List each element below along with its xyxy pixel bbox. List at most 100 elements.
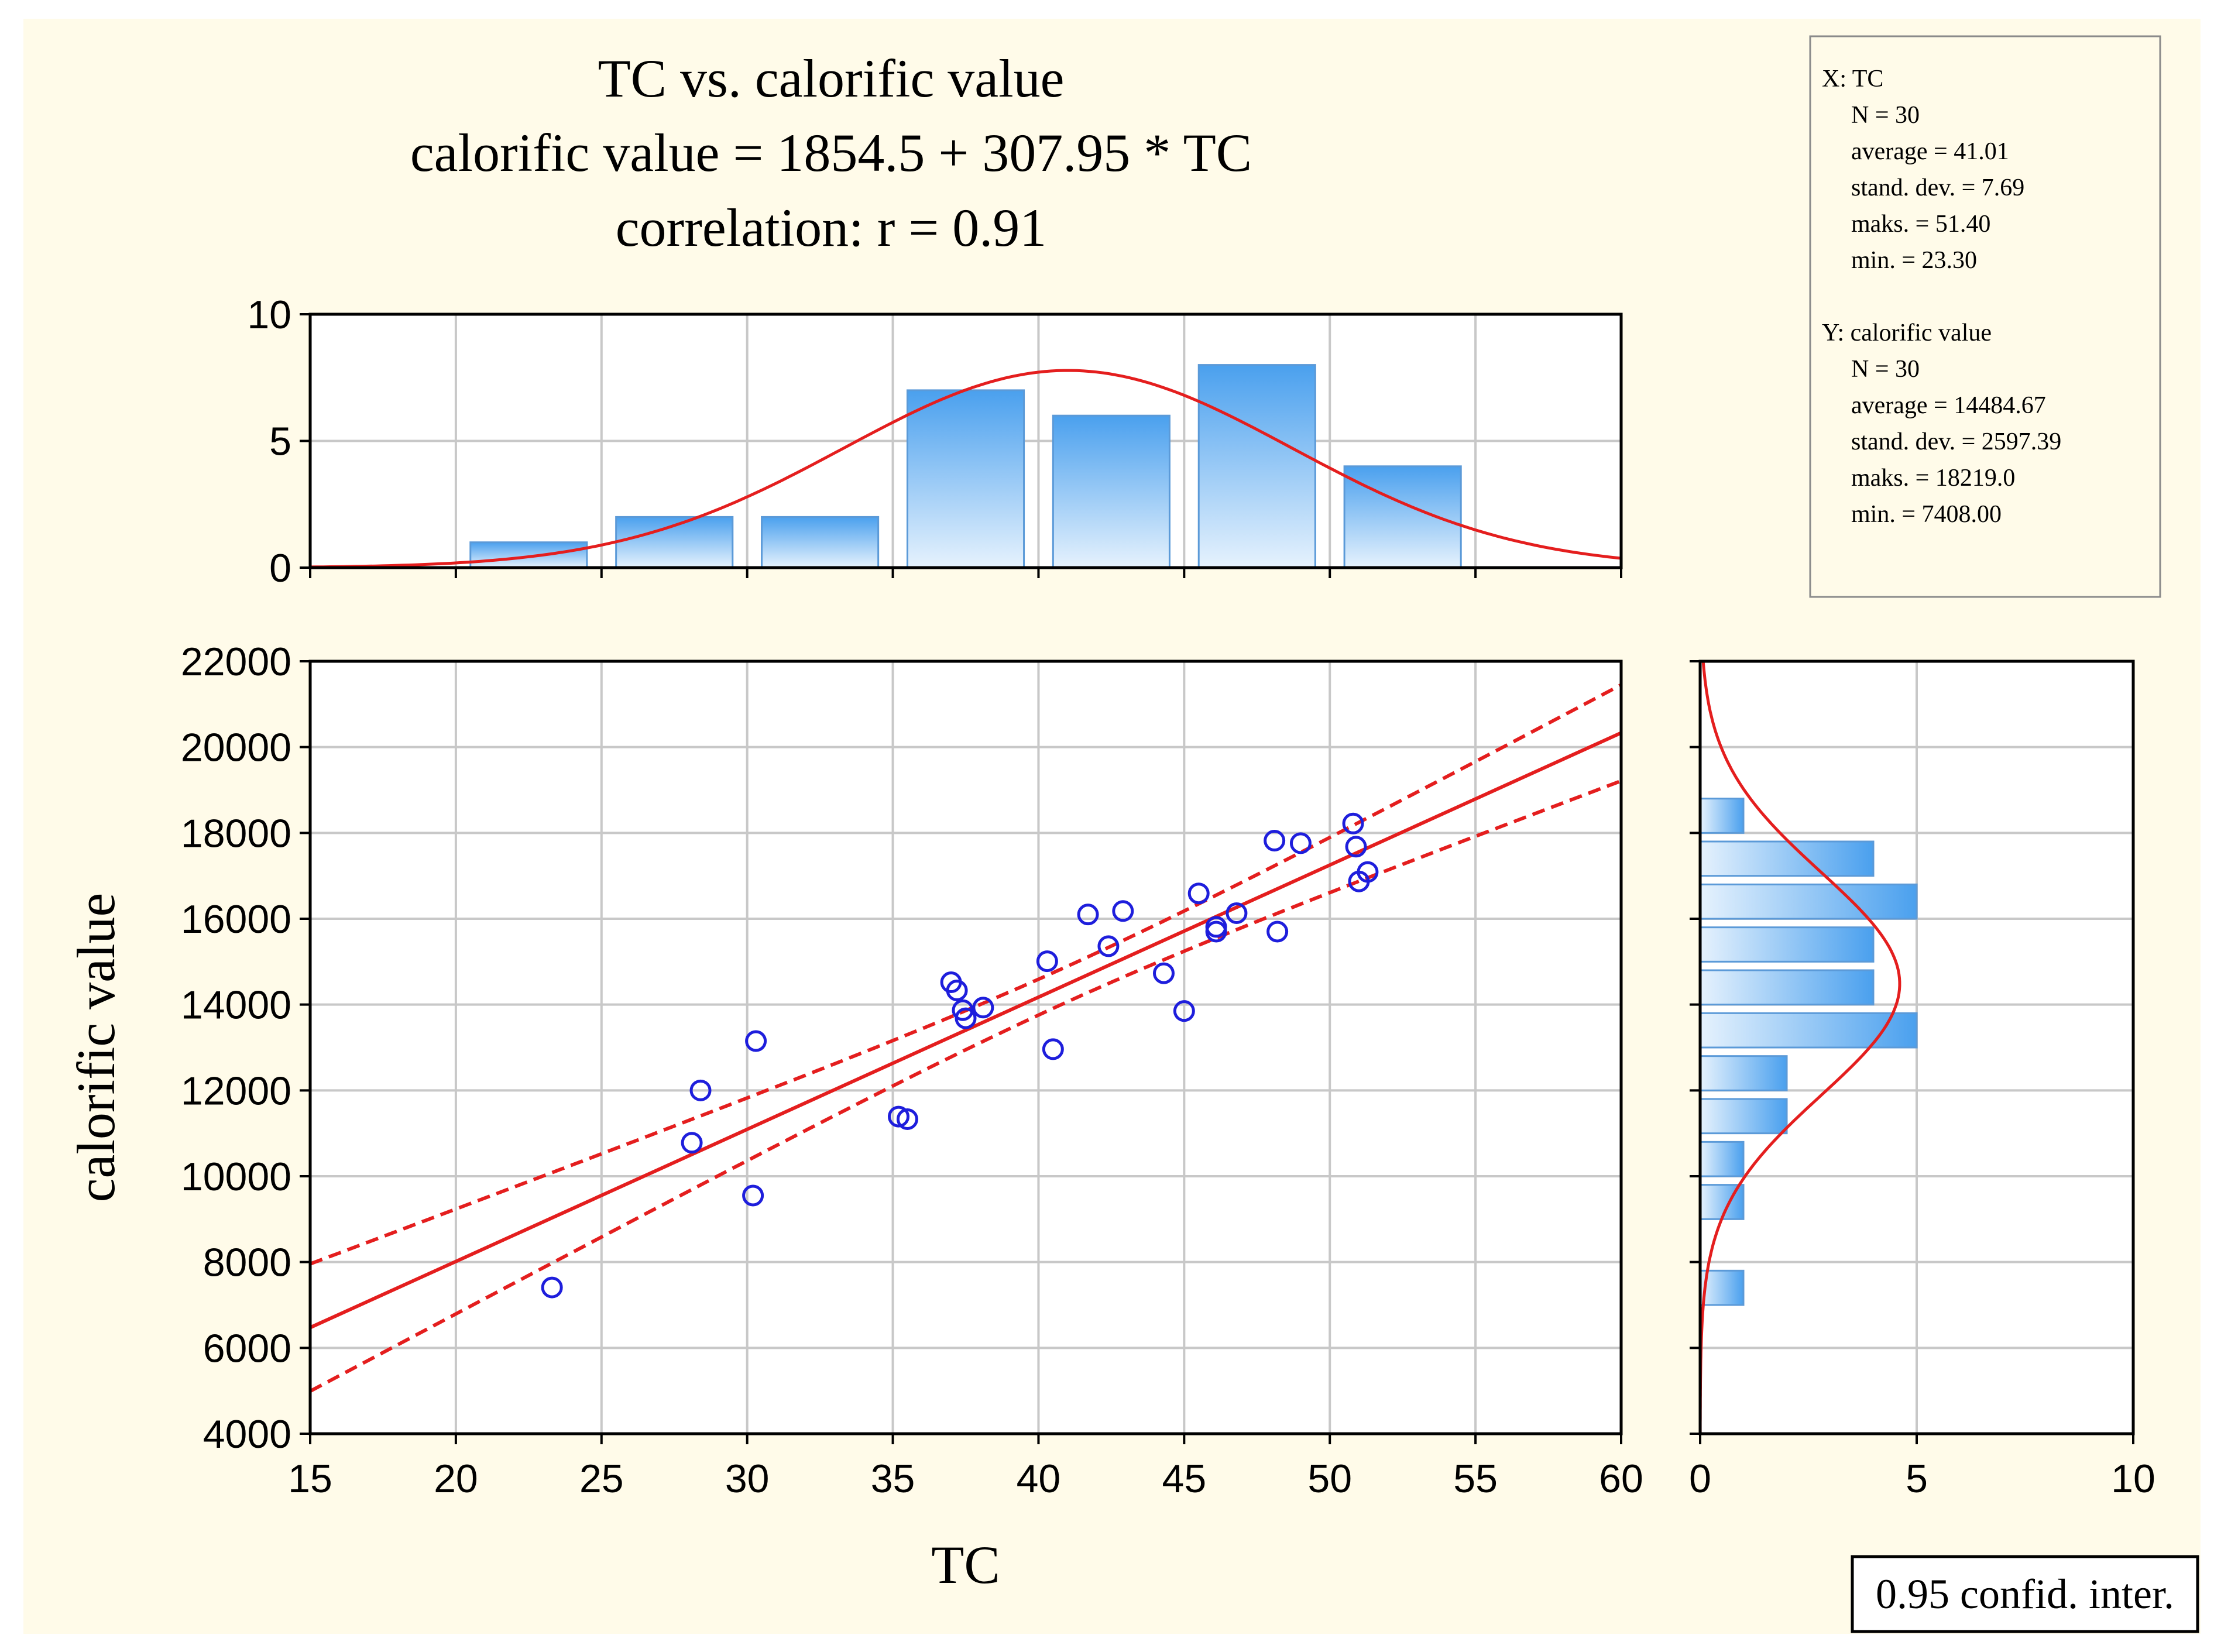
confidence-band-upper bbox=[310, 683, 1621, 1266]
y-tick-label: 8000 bbox=[203, 1241, 291, 1285]
data-point bbox=[1345, 836, 1367, 858]
x-tick-label: 20 bbox=[434, 1457, 478, 1501]
stats-x-line: min. = 23.30 bbox=[1851, 247, 1977, 274]
data-point bbox=[1226, 902, 1248, 924]
x-tick-label: 35 bbox=[871, 1457, 915, 1501]
data-point bbox=[1042, 1038, 1064, 1060]
histogram-tick-label: 5 bbox=[269, 420, 291, 464]
data-point bbox=[1152, 962, 1175, 984]
stats-y-line: maks. = 18219.0 bbox=[1851, 465, 2015, 492]
y-tick-label: 16000 bbox=[181, 897, 291, 942]
x-tick-label: 60 bbox=[1599, 1457, 1643, 1501]
data-point bbox=[681, 1132, 703, 1154]
data-point bbox=[1112, 900, 1134, 922]
y-histogram-bar bbox=[1700, 1141, 1745, 1177]
x-histogram-bar bbox=[1343, 465, 1462, 568]
histogram-tick-label: 10 bbox=[247, 293, 291, 337]
data-point bbox=[1266, 921, 1289, 943]
data-point bbox=[1357, 861, 1379, 883]
stats-x-header: X: TC bbox=[1822, 66, 1883, 92]
normal-curves bbox=[310, 369, 1901, 1434]
legend-label: 0.95 confid. inter. bbox=[1876, 1571, 2174, 1617]
y-tick-label: 18000 bbox=[181, 811, 291, 856]
data-point bbox=[888, 1105, 910, 1128]
y-tick-label: 10000 bbox=[181, 1155, 291, 1199]
y-histogram-bar bbox=[1700, 883, 1918, 920]
main-plot-frame bbox=[308, 660, 1623, 1435]
stats-box-frame bbox=[1809, 35, 2161, 598]
y-tick-label: 12000 bbox=[181, 1069, 291, 1113]
data-point bbox=[541, 1276, 563, 1299]
data-point bbox=[689, 1079, 712, 1101]
main-plot-area bbox=[310, 661, 1621, 1434]
data-point bbox=[896, 1108, 918, 1130]
ticks-and-labels: 15 20 25 30 35 40 45 50 55 6040006000800010000120… bbox=[181, 293, 2155, 1501]
y-histogram-bar bbox=[1700, 1012, 1918, 1049]
data-point bbox=[955, 1007, 977, 1029]
legend: 0.95 confid. inter. bbox=[1851, 1555, 2199, 1633]
data-point bbox=[745, 1030, 767, 1052]
x-histogram-bar bbox=[469, 541, 588, 568]
data-point bbox=[1097, 935, 1120, 957]
x-histogram-bar bbox=[1197, 364, 1316, 568]
stats-x-line: stand. dev. = 7.69 bbox=[1851, 174, 2024, 201]
y-histogram-bar bbox=[1700, 926, 1875, 963]
correlation-text: correlation: r = 0.91 bbox=[616, 198, 1047, 257]
x-tick-label: 25 bbox=[579, 1457, 624, 1501]
chart-title: TC vs. calorific value bbox=[598, 49, 1064, 108]
y-tick-label: 22000 bbox=[181, 640, 291, 684]
data-point bbox=[1289, 832, 1312, 854]
data-point bbox=[742, 1184, 764, 1207]
x-histogram-bar bbox=[761, 516, 880, 568]
y-tick-label: 6000 bbox=[203, 1326, 291, 1371]
data-points bbox=[541, 812, 1379, 1299]
y-tick-label: 4000 bbox=[203, 1412, 291, 1457]
x-histogram-bar bbox=[1052, 414, 1170, 568]
y-histogram-bar bbox=[1700, 798, 1745, 834]
stats-x-line: average = 41.01 bbox=[1851, 138, 2009, 165]
regression-equation: calorific value = 1854.5 + 307.95 * TC bbox=[410, 123, 1252, 183]
stats-y-line: stand. dev. = 2597.39 bbox=[1851, 428, 2061, 455]
y-histogram-bar bbox=[1700, 1055, 1788, 1091]
data-point bbox=[946, 979, 968, 1001]
fit-lines bbox=[310, 683, 1621, 1393]
data-point bbox=[1342, 812, 1364, 834]
histogram-tick-label: 0 bbox=[269, 546, 291, 590]
stats-y-line: average = 14484.67 bbox=[1851, 392, 2046, 419]
y-normal-curve bbox=[1698, 661, 1901, 1434]
x-tick-label: 55 bbox=[1453, 1457, 1498, 1501]
regression-line bbox=[310, 731, 1621, 1330]
stats-x-line: N = 30 bbox=[1851, 102, 1920, 129]
x-normal-curve bbox=[310, 369, 1622, 569]
y-tick-label: 20000 bbox=[181, 726, 291, 770]
y-histogram-bar bbox=[1700, 840, 1875, 877]
data-point bbox=[1173, 1000, 1195, 1022]
histogram-tick-label: 5 bbox=[1906, 1457, 1928, 1501]
stats-y-line: min. = 7408.00 bbox=[1851, 501, 2002, 528]
stats-y-line: N = 30 bbox=[1851, 356, 1920, 383]
data-point bbox=[1077, 904, 1099, 926]
y-histogram-bar bbox=[1700, 1098, 1788, 1135]
x-tick-label: 15 bbox=[288, 1457, 332, 1501]
data-point bbox=[1264, 830, 1286, 852]
legend-box bbox=[1851, 1555, 2199, 1633]
x-axis-label: TC bbox=[931, 1535, 1000, 1595]
data-point bbox=[1036, 950, 1058, 973]
histogram-tick-label: 10 bbox=[2111, 1457, 2155, 1501]
stats-box: X: TC N = 30 average = 41.01 stand. dev.… bbox=[1809, 35, 2161, 598]
x-tick-label: 40 bbox=[1017, 1457, 1061, 1501]
confidence-band-lower bbox=[310, 779, 1621, 1393]
y-histogram-bars bbox=[1700, 798, 1918, 1306]
x-histogram-bar bbox=[906, 389, 1025, 568]
x-tick-label: 50 bbox=[1307, 1457, 1352, 1501]
x-histogram-bars bbox=[469, 364, 1462, 568]
x-tick-label: 30 bbox=[725, 1457, 770, 1501]
data-point bbox=[1187, 882, 1210, 905]
x-tick-label: 45 bbox=[1162, 1457, 1207, 1501]
data-point bbox=[972, 997, 994, 1019]
stats-y-header: Y: calorific value bbox=[1822, 320, 1992, 346]
y-histogram-bar bbox=[1700, 969, 1875, 1006]
histogram-tick-label: 0 bbox=[1689, 1457, 1711, 1501]
